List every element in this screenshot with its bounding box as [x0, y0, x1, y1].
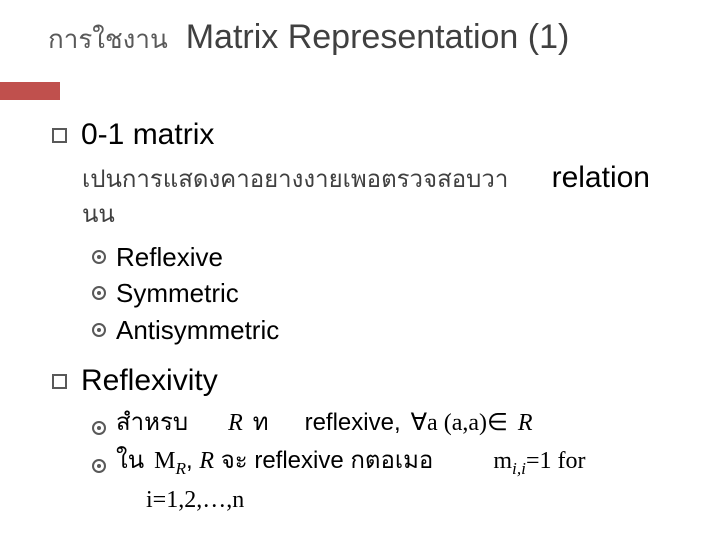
square-bullet-icon — [52, 128, 67, 143]
line2-m: m — [493, 448, 512, 474]
section1-desc-line1-row: เปนการแสดงคาอยางงายเพอตรวจสอบวา relation — [82, 158, 680, 199]
title-main: Matrix Representation (1) — [186, 18, 570, 57]
square-bullet-icon — [52, 374, 67, 389]
slide-title-row: การใชงาน Matrix Representation (1) — [0, 0, 720, 60]
circle-bullet-icon — [92, 323, 106, 337]
line2-M-sub: R — [175, 459, 186, 478]
circle-bullet-icon — [92, 286, 106, 300]
section2-line1: สำหรบ R ท reflexive, ∀a (a,a)∈ R — [92, 404, 680, 442]
list-item-label: Antisymmetric — [116, 312, 279, 348]
line2-m-sub: i,i — [512, 459, 526, 478]
line2-eq: =1 for — [526, 448, 586, 474]
line2-ja: จะ — [214, 447, 254, 474]
list-item: Symmetric — [92, 275, 680, 311]
content-area: 0-1 matrix เปนการแสดงคาอยางงายเพอตรวจสอบ… — [0, 100, 720, 518]
line1-thai-t: ท — [253, 404, 269, 441]
line2-ktm: กตอเมอ — [344, 447, 434, 474]
title-thai: การใชงาน — [48, 19, 168, 60]
section1-sublist: Reflexive Symmetric Antisymmetric — [92, 239, 680, 348]
line2-reflexive: reflexive — [254, 447, 343, 474]
line2-M: M — [154, 448, 175, 474]
line2-comma: , — [186, 447, 199, 474]
section2: Reflexivity สำหรบ R ท reflexive, ∀a (a,a… — [52, 364, 680, 518]
section1-description: เปนการแสดงคาอยางงายเพอตรวจสอบวา relation… — [82, 158, 680, 231]
line2-label: ใน — [116, 442, 144, 479]
list-item-label: Reflexive — [116, 239, 223, 275]
relation-label: relation — [552, 158, 680, 199]
section1-desc-line1: เปนการแสดงคาอยางงายเพอตรวจสอบวา — [82, 164, 508, 196]
section2-line3: i=1,2,…,n — [146, 483, 680, 518]
list-item: Reflexive — [92, 239, 680, 275]
section2-heading: Reflexivity — [81, 364, 218, 398]
section2-body: สำหรบ R ท reflexive, ∀a (a,a)∈R ใน MR, R… — [92, 404, 680, 518]
line1-R2: R — [518, 405, 533, 442]
section1-heading: 0-1 matrix — [81, 118, 214, 152]
line1-R: R — [228, 405, 243, 442]
circle-bullet-icon — [92, 421, 106, 435]
list-item-label: Symmetric — [116, 275, 239, 311]
accent-bar — [0, 82, 60, 100]
circle-bullet-icon — [92, 250, 106, 264]
list-item: Antisymmetric — [92, 312, 680, 348]
line1-forall: ∀a (a,a)∈ — [411, 405, 508, 442]
circle-bullet-icon — [92, 459, 106, 473]
line1-label: สำหรบ — [116, 404, 188, 441]
section2-line2: ใน MR, R จะ reflexive กตอเมอ mi,i=1 for — [92, 442, 680, 483]
line2-R: R — [199, 448, 214, 474]
section2-heading-row: Reflexivity — [52, 364, 680, 398]
section1-heading-row: 0-1 matrix — [52, 118, 680, 152]
line1-reflexive: reflexive, — [305, 404, 401, 441]
section1-desc-line2: นน — [82, 199, 680, 231]
